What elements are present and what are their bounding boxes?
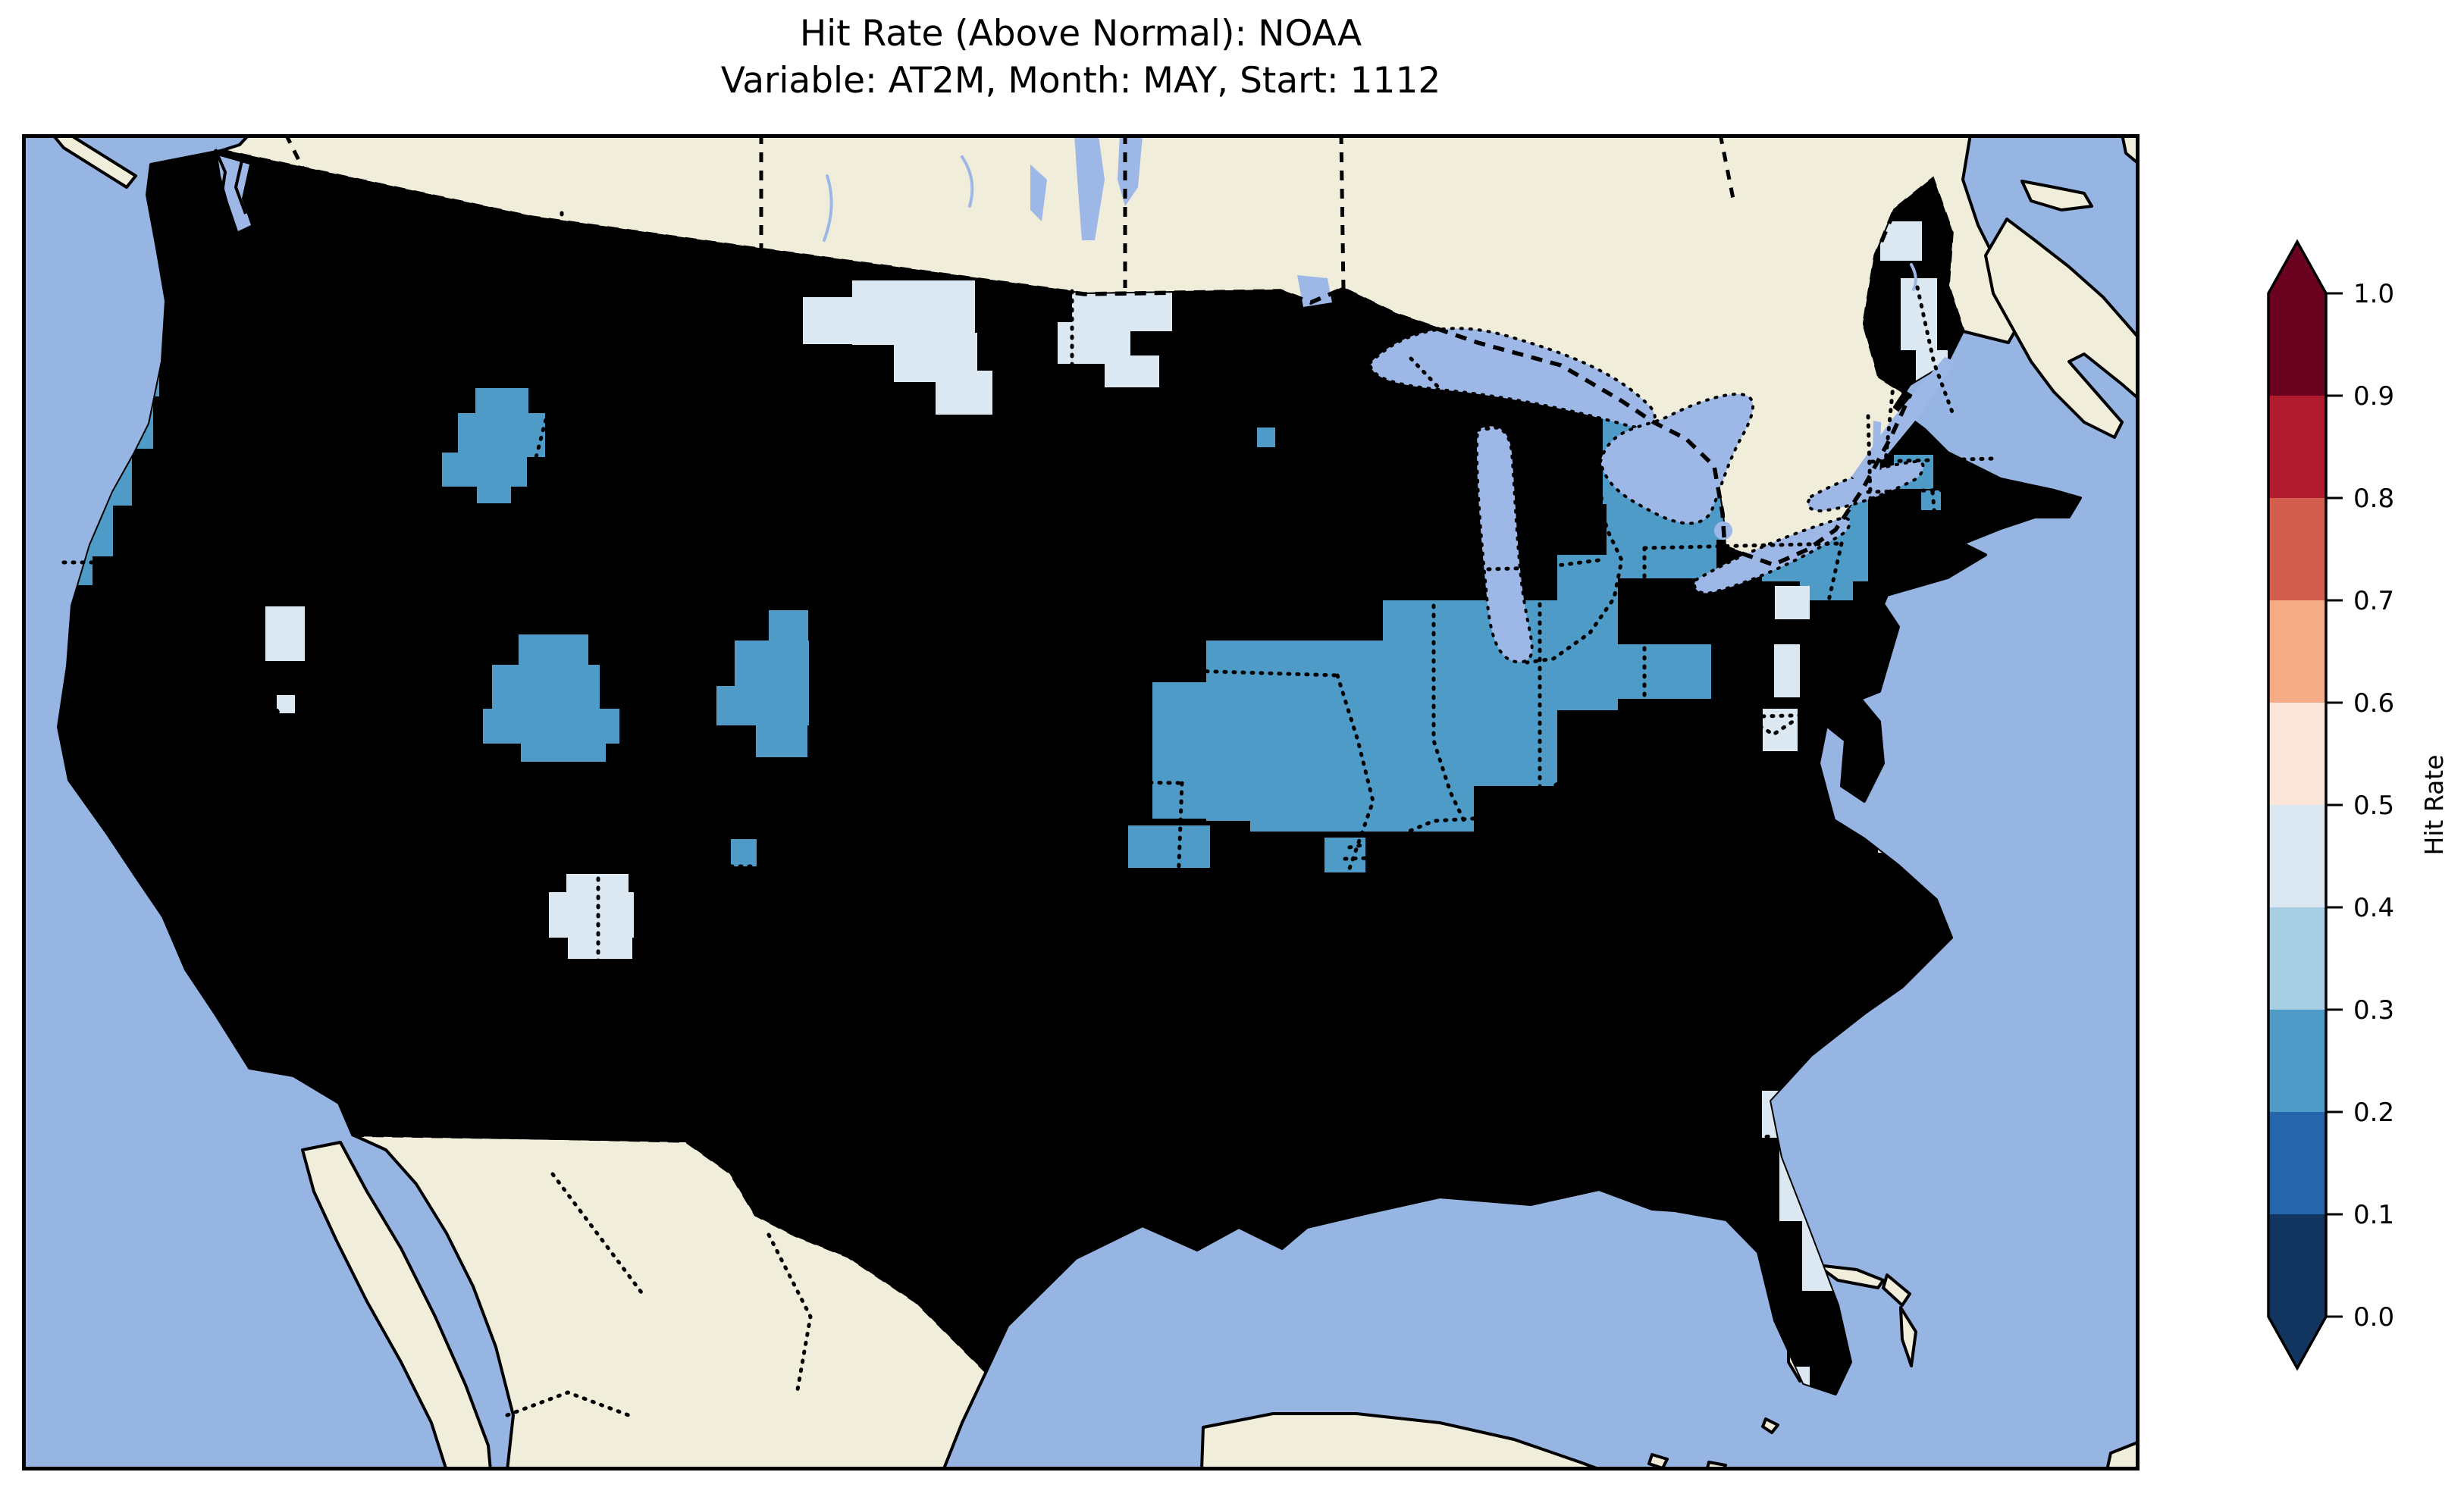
- colorbar-tick-label: 0.0: [2353, 1302, 2394, 1333]
- saskatchewan-river: [823, 174, 833, 242]
- heatmap-region-ohio-valley: [1128, 825, 1210, 868]
- heatmap-region-delmarva: [1775, 586, 1810, 619]
- rivers-group: [823, 155, 1917, 291]
- us-canada-border: [220, 149, 1965, 567]
- lake-erie: [1693, 516, 1851, 595]
- lake-superior: [1368, 327, 1657, 429]
- cape-breton-corner: [2121, 134, 2140, 166]
- lake-winnipegosis: [1118, 134, 1143, 206]
- baja-california: [301, 1141, 492, 1471]
- colorbar-segment-2: [2268, 1010, 2326, 1112]
- colorbar-tick-label: 0.9: [2353, 381, 2394, 412]
- heatmap-region-eastern-utah: [519, 634, 588, 669]
- heatmap-region-delmarva: [1774, 644, 1800, 697]
- colorbar-tick-label: 1.0: [2353, 279, 2394, 309]
- map-svg: [22, 134, 2140, 1471]
- puget-coast-detail: [214, 149, 247, 227]
- heatmap-region-central-idaho: [442, 453, 527, 487]
- lake-of-the-woods: [1297, 275, 1332, 307]
- figure-subtitle: Variable: AT2M, Month: MAY, Start: 1112: [720, 60, 1441, 102]
- lake-winnipeg: [1074, 134, 1105, 240]
- colorbar-tick-label: 0.2: [2353, 1098, 2394, 1128]
- state-boundaries: [61, 211, 1995, 1417]
- heatmap-region-western-colorado: [716, 686, 809, 725]
- small-cay-3: [1761, 1417, 1779, 1434]
- colorbar-segment-1: [2268, 1112, 2326, 1214]
- colorbar-extend-max-arrow: [2268, 242, 2326, 293]
- heatmap-region-western-colorado: [756, 722, 807, 757]
- colorbar-axis-label: Hit Rate: [2419, 754, 2449, 855]
- colorbar-tick-label: 0.6: [2353, 688, 2394, 719]
- heatmap-region-nw-minnesota: [1105, 355, 1159, 387]
- heatmap-region-north-new-mexico: [568, 932, 632, 959]
- heatmap-region-south-colorado-cell: [731, 839, 757, 866]
- lake-manitoba: [1030, 164, 1047, 221]
- colorbar-tick-label: 0.5: [2353, 791, 2394, 821]
- colorbar-tick-label: 0.4: [2353, 893, 2394, 923]
- heatmap-region-eastern-utah: [492, 665, 600, 714]
- heatmap-region-north-new-mexico: [549, 892, 634, 938]
- colorbar-tick-label: 0.3: [2353, 995, 2394, 1026]
- map-frame: [22, 134, 2140, 1471]
- map-axes: [22, 134, 2140, 1471]
- colorbar-segment-3: [2268, 907, 2326, 1010]
- canada-province-borders: [284, 134, 1736, 290]
- st-lawrence-river: [1851, 357, 1955, 484]
- colorbar-segment-7: [2268, 498, 2326, 600]
- heatmap-region-ohio-valley: [1383, 600, 1557, 786]
- heatmap-region-ohio-valley: [1250, 786, 1474, 832]
- colorbar-segment-4: [2268, 805, 2326, 907]
- heatmap-region-eastern-utah: [483, 709, 619, 744]
- prince-edward-island: [2020, 180, 2093, 211]
- abaco-island: [1882, 1273, 1911, 1307]
- colorbar-segment-8: [2268, 396, 2326, 498]
- colorbar-segment-6: [2268, 600, 2326, 703]
- nova-scotia: [1984, 218, 2140, 439]
- colorbar-segment-5: [2268, 703, 2326, 805]
- heatmap-region-montana-dakota: [936, 371, 992, 415]
- colorbar-tick-label: 0.7: [2353, 586, 2394, 616]
- colorbar: 1.0 0.9 0.8 0.7 0.6 0.5 0.4 0.3 0.2 0.1 0.0 Hit Rat…: [2244, 212, 2464, 1425]
- eleuthera-island: [1899, 1306, 1917, 1367]
- heatmap-region-eastern-utah: [521, 739, 606, 762]
- vancouver-island: [51, 134, 137, 189]
- heatmap-region-central-idaho: [477, 484, 511, 503]
- figure-title-block: Hit Rate (Above Normal): NOAA Variable: …: [22, 11, 2140, 105]
- cuba: [1200, 1412, 1604, 1471]
- heatmap-region-western-colorado: [735, 641, 809, 692]
- lake-huron: [1598, 393, 1754, 525]
- heatmap-region-ohio-valley: [1554, 644, 1711, 699]
- colorbar-segment-9: [2268, 293, 2326, 396]
- grand-bahama-island: [1816, 1264, 1885, 1289]
- hispaniola-edge: [2105, 1440, 2140, 1471]
- canada-river-2: [961, 155, 974, 208]
- heatmap-region-western-colorado: [769, 610, 808, 645]
- lake-michigan: [1475, 424, 1534, 664]
- colorbar-svg: 1.0 0.9 0.8 0.7 0.6 0.5 0.4 0.3 0.2 0.1 0.0 Hit Rat…: [2267, 239, 2449, 1371]
- heatmap-region-maine-border: [1880, 221, 1922, 261]
- colorbar-segment-0: [2268, 1214, 2326, 1317]
- colorbar-extend-min-arrow: [2268, 1317, 2326, 1368]
- figure-title: Hit Rate (Above Normal): NOAA: [799, 13, 1362, 55]
- colorbar-tick-label: 0.1: [2353, 1200, 2394, 1230]
- colorbar-tick-label: 0.8: [2353, 484, 2394, 514]
- heatmap-region-nevada: [277, 695, 295, 713]
- heatmap-region-wisconsin-cell: [1257, 428, 1275, 447]
- us-mexico-border: [352, 1132, 988, 1373]
- st-john-river: [1910, 263, 1917, 291]
- heatmap-region-nevada: [265, 606, 305, 661]
- heatmap-region-central-idaho: [458, 413, 545, 457]
